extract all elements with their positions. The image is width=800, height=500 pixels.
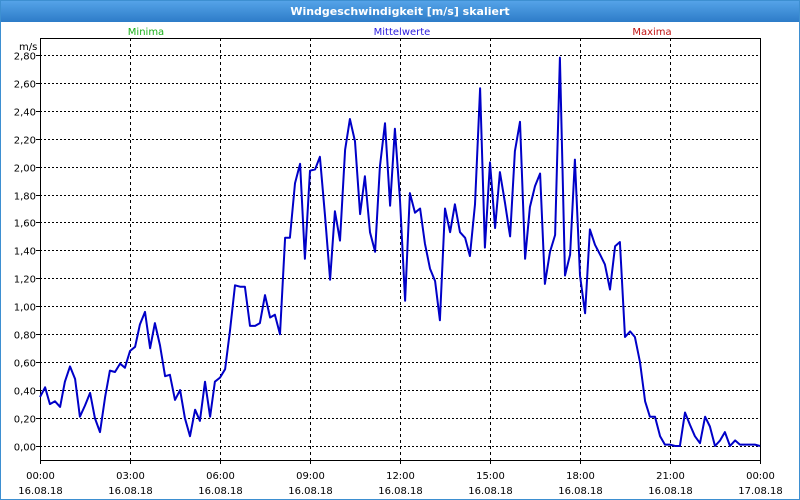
x-tick-time: 21:00 — [656, 471, 685, 482]
x-tick-time: 09:00 — [296, 471, 325, 482]
legend-maxima: Maxima — [632, 27, 671, 38]
series-line-mittelwerte — [39, 56, 761, 447]
x-tick-time: 06:00 — [206, 471, 235, 482]
y-tick-label: 1,80 — [14, 192, 36, 203]
y-tick-label: 1,20 — [14, 275, 36, 286]
x-tick-date: 16.08.18 — [648, 486, 693, 497]
series-layer — [39, 56, 761, 447]
x-tick-date: 16.08.18 — [288, 486, 333, 497]
x-tick-date: 16.08.18 — [108, 486, 153, 497]
x-tick-date: 16.08.18 — [468, 486, 513, 497]
x-tick-time: 00:00 — [26, 471, 55, 482]
x-tick-time: 03:00 — [116, 471, 145, 482]
x-tick-date: 16.08.18 — [378, 486, 423, 497]
x-tick-date: 17.08.18 — [738, 486, 783, 497]
x-tick-date: 16.08.18 — [18, 486, 63, 497]
x-tick-time: 15:00 — [476, 471, 505, 482]
y-tick-label: 1,00 — [14, 303, 36, 314]
x-tick-date: 16.08.18 — [558, 486, 603, 497]
y-tick-label: 2,60 — [14, 80, 36, 91]
y-tick-label: 2,20 — [14, 136, 36, 147]
x-tick-time: 00:00 — [746, 471, 775, 482]
y-tick-label: 2,40 — [14, 108, 36, 119]
x-tick-time: 18:00 — [566, 471, 595, 482]
y-tick-label: 0,60 — [14, 359, 36, 370]
y-tick-label: 0,40 — [14, 387, 36, 398]
legend-mittelwerte: Mittelwerte — [374, 27, 431, 38]
window-title: Windgeschwindigkeit [m/s] skaliert — [1, 1, 799, 22]
legend-minima: Minima — [128, 27, 164, 38]
y-tick-label: 0,80 — [14, 331, 36, 342]
y-tick-label: 1,40 — [14, 247, 36, 258]
x-tick-date: 16.08.18 — [198, 486, 243, 497]
y-tick-label: 2,80 — [14, 52, 36, 63]
y-tick-label: 1,60 — [14, 219, 36, 230]
x-tick-time: 12:00 — [386, 471, 415, 482]
y-tick-label: 0,00 — [14, 443, 36, 454]
axes: 0,00 0,20 0,40 0,60 0,80 1,00 1,20 1,40 1,60 1,80… — [14, 52, 783, 498]
y-tick-label: 0,20 — [14, 415, 36, 426]
grid — [40, 38, 760, 460]
y-tick-label: 2,00 — [14, 164, 36, 175]
y-axis-label: m/s — [19, 42, 37, 53]
